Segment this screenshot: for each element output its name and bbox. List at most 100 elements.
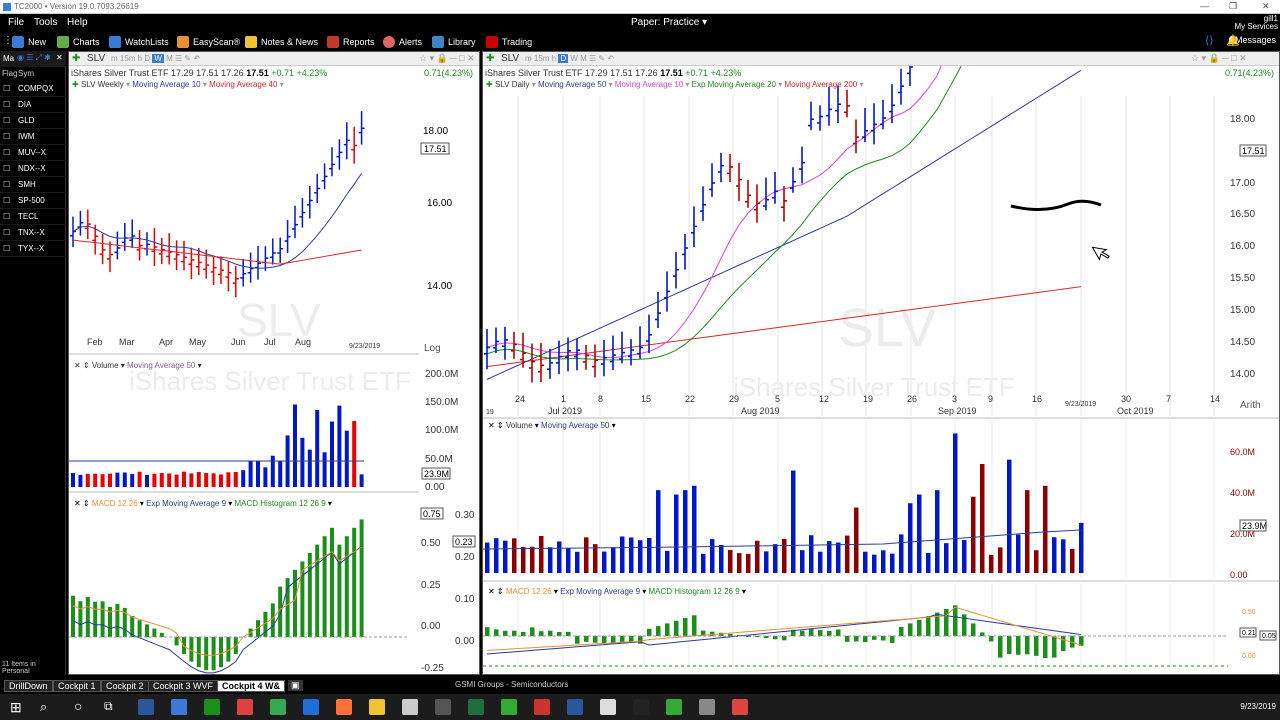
- left-scale-mode[interactable]: Log: [424, 343, 441, 354]
- right-link-plus-icon[interactable]: ✚: [486, 53, 495, 64]
- trading-button[interactable]: Trading: [486, 35, 532, 48]
- close-icon[interactable]: ✕: [1262, 1, 1270, 11]
- watchlists-button[interactable]: WatchLists: [109, 35, 169, 48]
- taskbar-app-icon[interactable]: [468, 699, 484, 715]
- flag-icon[interactable]: ☐: [3, 84, 11, 93]
- taskbar-app-icon[interactable]: [237, 699, 253, 715]
- right-ma1-label[interactable]: Moving Average 50: [537, 80, 607, 89]
- taskbar-app-icon[interactable]: [666, 699, 682, 715]
- watchlist-row[interactable]: ☐ MUV--X: [0, 145, 66, 161]
- macd-histogram-bar: [575, 636, 580, 644]
- flag-icon[interactable]: ☐: [3, 212, 11, 221]
- menu-tools[interactable]: Tools: [34, 17, 58, 28]
- right-chart-svg[interactable]: SLV iShares Silver Trust ETF 18.0017.001…: [483, 66, 1279, 675]
- watchlist-row[interactable]: ☐ DIA: [0, 97, 66, 113]
- paper-account-dropdown[interactable]: Paper: Practice ▾: [631, 17, 708, 28]
- watchlist-close-icon[interactable]: ✕: [56, 53, 63, 62]
- right-timeframe-buttons[interactable]: m 15m h D W M ☰ ✎ ↶: [525, 54, 615, 63]
- left-symbol-input[interactable]: SLV: [87, 53, 106, 64]
- flag-icon[interactable]: ☐: [3, 196, 11, 205]
- watchlist-row[interactable]: ☐ GLD: [0, 113, 66, 129]
- flag-icon[interactable]: ☐: [3, 100, 11, 109]
- my-services-link[interactable]: My Services: [1234, 22, 1278, 31]
- taskbar-app-icon[interactable]: [732, 699, 748, 715]
- taskbar-app-icon[interactable]: [633, 699, 649, 715]
- watchlist-row[interactable]: ☐ SP-500: [0, 193, 66, 209]
- maximize-icon[interactable]: ❐: [1229, 1, 1238, 11]
- flag-icon[interactable]: ☐: [3, 148, 11, 157]
- layout-tab[interactable]: Cockpit 3 WVF: [148, 680, 219, 692]
- volume-bar: [1043, 485, 1048, 573]
- flag-icon[interactable]: ☐: [3, 180, 11, 189]
- task-view-icon[interactable]: ⧉: [104, 699, 113, 713]
- menu-file[interactable]: File: [8, 17, 25, 28]
- library-button[interactable]: Library: [432, 35, 476, 48]
- left-ma1-label[interactable]: Moving Average 10: [132, 80, 201, 89]
- share-icon[interactable]: ⟨⟩: [1205, 35, 1214, 47]
- taskbar-app-icon[interactable]: [402, 699, 418, 715]
- windows-start-icon[interactable]: ⊞: [10, 699, 22, 715]
- taskbar-app-icon[interactable]: [501, 699, 517, 715]
- flag-icon[interactable]: ☐: [3, 244, 11, 253]
- left-timeframe-buttons[interactable]: m 15m h D W M ☰ ✎ ↶: [111, 54, 201, 63]
- left-chart-svg[interactable]: SLV iShares Silver Trust ETF 18.00 16.00…: [69, 66, 479, 675]
- macd-histogram-bar: [656, 626, 661, 636]
- new-button[interactable]: New: [12, 35, 46, 48]
- search-icon[interactable]: ⌕: [40, 699, 48, 714]
- taskbar-app-icon[interactable]: [699, 699, 715, 715]
- right-scale-mode[interactable]: Arith: [1240, 400, 1261, 411]
- watchlist-row[interactable]: ☐ TYX--X: [0, 241, 66, 257]
- taskbar-app-icon[interactable]: [567, 699, 583, 715]
- notes-news-button[interactable]: Notes & News: [245, 35, 318, 48]
- bell-icon[interactable]: 🔔: [1226, 35, 1240, 47]
- messages-button[interactable]: Messages: [1234, 35, 1276, 45]
- left-legend-sym[interactable]: SLV Weekly: [80, 80, 124, 89]
- watchlist-row[interactable]: ☐ SMH: [0, 177, 66, 193]
- left-window-controls[interactable]: ☆ ▾ 🔒 ─ □ ✕: [419, 53, 475, 63]
- flag-icon[interactable]: ☐: [3, 164, 11, 173]
- watchlist-toolbar-icons[interactable]: ◉ ☰ ⤢ ✱: [17, 53, 51, 62]
- right-legend-sym[interactable]: SLV Daily: [494, 80, 530, 89]
- taskbar-app-icon[interactable]: [534, 699, 550, 715]
- taskbar-app-icon[interactable]: [270, 699, 286, 715]
- right-ma4-label[interactable]: Moving Average 200: [784, 80, 858, 89]
- flag-icon[interactable]: ☐: [3, 228, 11, 237]
- watchlist-row[interactable]: ☐ NDX--X: [0, 161, 66, 177]
- taskbar-app-icon[interactable]: [600, 699, 616, 715]
- right-ma2-label[interactable]: Moving Average 10: [614, 80, 684, 89]
- taskbar-app-icon[interactable]: [204, 699, 220, 715]
- add-tab-icon[interactable]: ▣: [288, 680, 303, 691]
- menu-help[interactable]: Help: [67, 17, 88, 28]
- right-symbol-input[interactable]: SLV: [501, 53, 520, 64]
- column-flag[interactable]: Flag: [2, 69, 18, 78]
- right-window-controls[interactable]: ☆ ▾ 🔒 ─ □ ✕: [1191, 53, 1247, 63]
- left-ma2-label[interactable]: Moving Average 40: [209, 80, 278, 89]
- layout-tab[interactable]: Cockpit 1: [53, 680, 101, 692]
- layout-tab[interactable]: Cockpit 2: [101, 680, 149, 692]
- watchlist-title[interactable]: Ma: [3, 54, 15, 63]
- easyscan-button[interactable]: EasyScan®: [177, 35, 240, 48]
- taskbar-app-icon[interactable]: [435, 699, 451, 715]
- watchlist-row[interactable]: ☐ TNX--X: [0, 225, 66, 241]
- watchlist-row[interactable]: ☐ COMPQX: [0, 81, 66, 97]
- column-sym[interactable]: Sym: [18, 69, 34, 78]
- flag-icon[interactable]: ☐: [3, 116, 11, 125]
- watchlist-row[interactable]: ☐ IWM: [0, 129, 66, 145]
- link-plus-icon[interactable]: ✚: [72, 53, 81, 64]
- charts-button[interactable]: Charts: [57, 35, 100, 48]
- taskbar-app-icon[interactable]: [336, 699, 352, 715]
- layout-tab[interactable]: Cockpit 4 W&: [217, 680, 286, 692]
- flag-icon[interactable]: ☐: [3, 132, 11, 141]
- user-menu[interactable]: gill1 My Services: [1234, 15, 1278, 31]
- taskbar-app-icon[interactable]: [138, 699, 154, 715]
- taskbar-app-icon[interactable]: [369, 699, 385, 715]
- minimize-icon[interactable]: —: [1200, 1, 1209, 11]
- reports-button[interactable]: Reports: [327, 35, 375, 48]
- taskbar-app-icon[interactable]: [171, 699, 187, 715]
- layout-tab[interactable]: DrillDown: [4, 680, 53, 692]
- cortana-icon[interactable]: ○: [74, 698, 83, 714]
- right-ma3-label[interactable]: Exp Moving Average 20: [691, 80, 776, 89]
- alerts-button[interactable]: Alerts: [383, 35, 422, 48]
- taskbar-app-icon[interactable]: [303, 699, 319, 715]
- watchlist-row[interactable]: ☐ TECL: [0, 209, 66, 225]
